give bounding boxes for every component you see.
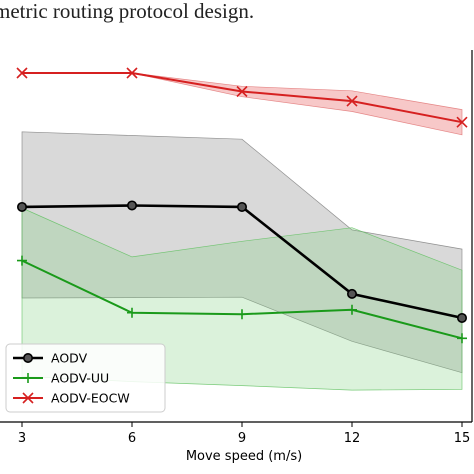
legend-label-aodv: AODV (51, 351, 88, 366)
plot-area (16, 67, 468, 391)
legend-label-aodv-eocw: AODV-EOCW (51, 391, 130, 406)
x-tick-label-3: 3 (18, 431, 26, 446)
point-aodv-2 (237, 201, 248, 212)
point-aodv-uu-2 (237, 309, 247, 320)
point-aodv-eocw-4 (456, 116, 468, 128)
axes: 3 6 9 12 15 (0, 50, 473, 446)
x-tick-label-15: 15 (454, 431, 471, 446)
legend-marker-aodv-eocw (22, 392, 34, 404)
legend-box (5, 343, 166, 413)
legend-marker-aodv-uu (23, 373, 33, 383)
band-aodv-eocw (22, 72, 463, 136)
point-aodv-uu-0 (17, 255, 27, 266)
legend: AODV AODV-UU AODV-EOCW (5, 343, 166, 413)
x-tick-label-6: 6 (128, 431, 136, 446)
point-aodv-1 (127, 200, 138, 211)
point-aodv-uu-4 (457, 333, 467, 344)
point-aodv-eocw-0 (16, 67, 28, 79)
caption-text: metric routing protocol design. (0, 0, 254, 23)
point-aodv-3 (346, 288, 357, 299)
x-tick-label-12: 12 (344, 431, 361, 446)
x-axis-label: Move speed (m/s) (186, 449, 302, 464)
x-tick-label-9: 9 (238, 431, 246, 446)
point-aodv-eocw-1 (126, 67, 138, 79)
legend-marker-aodv (22, 352, 33, 363)
point-aodv-eocw-2 (236, 85, 248, 98)
point-aodv-uu-1 (127, 307, 137, 318)
point-aodv-uu-3 (347, 304, 357, 315)
point-aodv-4 (456, 312, 467, 323)
legend-label-aodv-uu: AODV-UU (51, 371, 109, 386)
point-aodv-eocw-3 (346, 95, 358, 107)
point-aodv-0 (16, 201, 27, 212)
